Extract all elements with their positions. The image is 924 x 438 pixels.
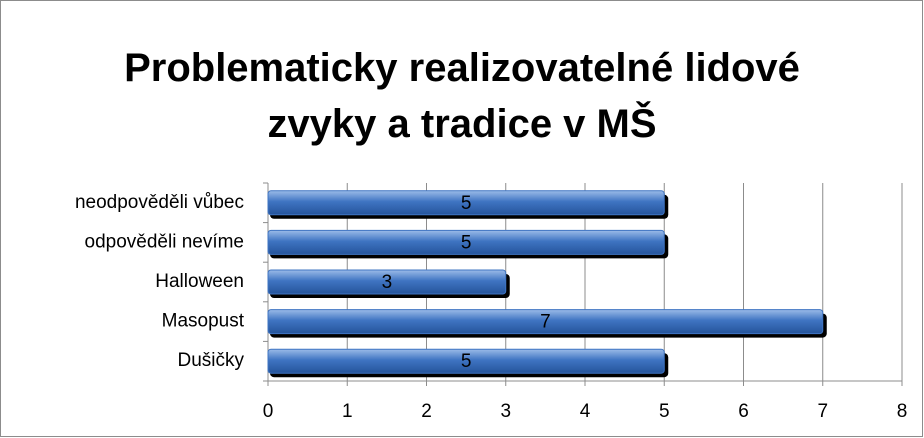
data-label: 7 [540,312,551,333]
bar [267,269,507,295]
y-tick-label: Masopust [162,311,245,332]
data-label: 3 [382,272,393,293]
x-tick-label: 2 [421,401,432,422]
data-label: 5 [461,232,472,253]
bar [267,348,665,374]
bar [267,229,665,255]
x-tick-label: 7 [817,401,828,422]
x-tick-label: 3 [500,401,511,422]
x-tick-label: 8 [897,401,908,422]
x-tick-label: 4 [580,401,591,422]
y-tick-label: Halloween [155,271,244,292]
bar [267,309,824,335]
x-tick-label: 6 [738,401,749,422]
x-tick-label: 5 [659,401,670,422]
y-tick-label: Dušičky [177,350,244,371]
data-label: 5 [461,193,472,214]
bar [267,190,665,216]
data-label: 5 [461,351,472,372]
y-tick-label: odpověděli nevíme [85,231,245,252]
x-tick-label: 1 [342,401,353,422]
y-tick-label: neodpověděli vůbec [75,192,244,213]
x-tick-label: 0 [263,401,274,422]
chart-title: Problematicky realizovatelné lidové zvyk… [124,46,800,146]
